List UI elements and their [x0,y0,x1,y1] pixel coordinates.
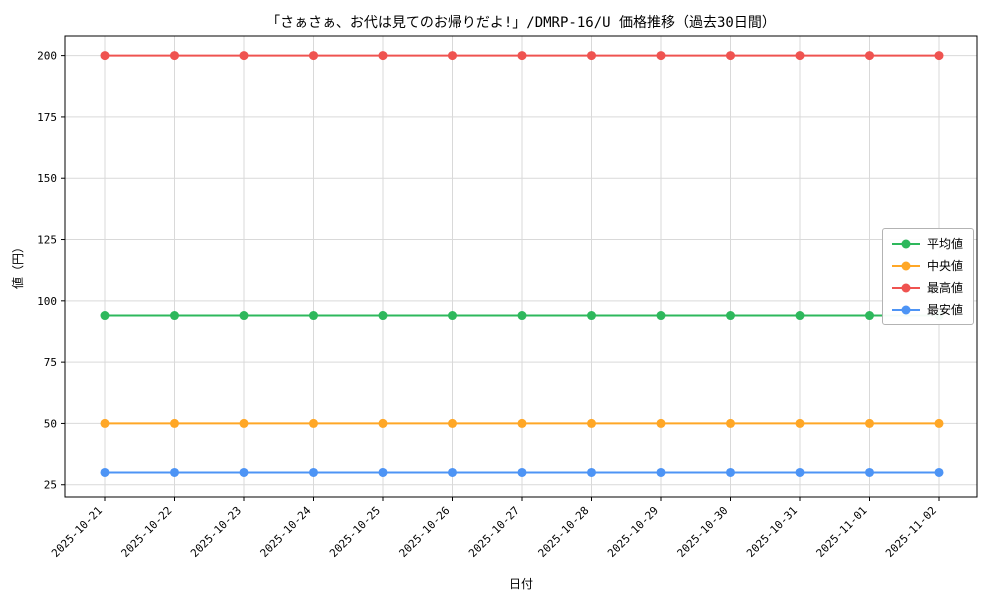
data-point [934,418,944,428]
data-point [517,418,527,428]
data-point [517,311,527,321]
legend-label: 最高値 [926,281,963,295]
axis-spines [64,35,978,498]
x-tick-label: 2025-10-31 [744,504,800,560]
data-point [100,467,110,477]
data-point [865,311,874,321]
y-tick-label: 150 [37,172,57,185]
data-point [170,51,179,61]
data-point [795,51,805,61]
data-point [170,418,179,428]
data-point [517,467,527,477]
y-tick-label: 100 [37,295,57,308]
data-point [309,418,318,428]
x-tick-label: 2025-10-25 [327,504,383,560]
data-point [656,418,666,428]
data-point [865,467,874,477]
legend-marker-icon [891,239,920,248]
plot-background [65,36,977,497]
data-point [865,51,874,61]
data-point [239,51,249,61]
legend-item: 中央値 [891,257,963,274]
x-tick-label: 2025-10-24 [258,504,314,560]
data-point [587,467,596,477]
data-point [934,51,944,61]
y-tick-label: 175 [37,111,57,124]
legend-label: 平均値 [926,237,963,251]
legend-item: 最高値 [891,279,963,296]
data-point [795,418,805,428]
data-point [378,418,388,428]
data-point [656,51,666,61]
data-point [726,418,735,428]
legend-item: 平均値 [891,235,963,252]
data-point [517,51,527,61]
data-point [309,311,318,321]
data-point [309,467,318,477]
y-tick-label: 75 [44,356,57,369]
x-tick-label: 2025-10-21 [49,504,105,560]
x-tick-label: 2025-10-27 [466,504,522,560]
x-tick-label: 2025-10-23 [188,504,244,560]
legend: 平均値中央値最高値最安値 [881,228,974,325]
data-point [239,311,249,321]
data-point [587,418,596,428]
x-tick-label: 2025-10-26 [397,504,453,560]
data-point [448,311,457,321]
data-point [170,311,179,321]
data-point [100,311,110,321]
data-point [378,467,388,477]
x-tick-label: 2025-11-02 [883,504,939,560]
data-point [795,311,805,321]
legend-label: 最安値 [926,303,963,317]
chart-title: 「さぁさぁ、お代は見てのお帰りだよ!」/DMRP-16/U 価格推移（過去30日… [266,15,776,31]
x-tick-label: 2025-10-29 [605,504,661,560]
data-point [100,418,110,428]
y-tick-label: 125 [37,234,57,247]
x-tick-label: 2025-10-28 [536,504,592,560]
legend-label: 中央値 [926,259,963,273]
x-tick-label: 2025-10-30 [675,504,731,560]
data-point [239,418,249,428]
legend-marker-icon [891,283,920,292]
data-point [378,311,388,321]
y-tick-label: 50 [44,417,57,430]
data-point [587,51,596,61]
data-point [309,51,318,61]
data-point [170,467,179,477]
y-tick-label: 25 [44,479,57,492]
data-point [448,51,457,61]
data-point [378,51,388,61]
data-point [726,467,735,477]
data-point [100,51,110,61]
data-point [656,467,666,477]
y-axis-label: 値（円） [11,241,25,290]
data-point [726,311,735,321]
data-point [239,467,249,477]
data-point [865,418,874,428]
data-point [587,311,596,321]
data-point [795,467,805,477]
data-point [448,418,457,428]
data-point [726,51,735,61]
data-point [448,467,457,477]
x-axis-label: 日付 [508,577,533,591]
legend-marker-icon [891,261,920,270]
legend-marker-icon [891,305,920,314]
legend-item: 最安値 [891,301,963,318]
y-tick-label: 200 [37,50,57,63]
data-point [934,467,944,477]
x-tick-label: 2025-10-22 [119,504,175,560]
x-tick-label: 2025-11-01 [814,504,870,560]
data-point [656,311,666,321]
